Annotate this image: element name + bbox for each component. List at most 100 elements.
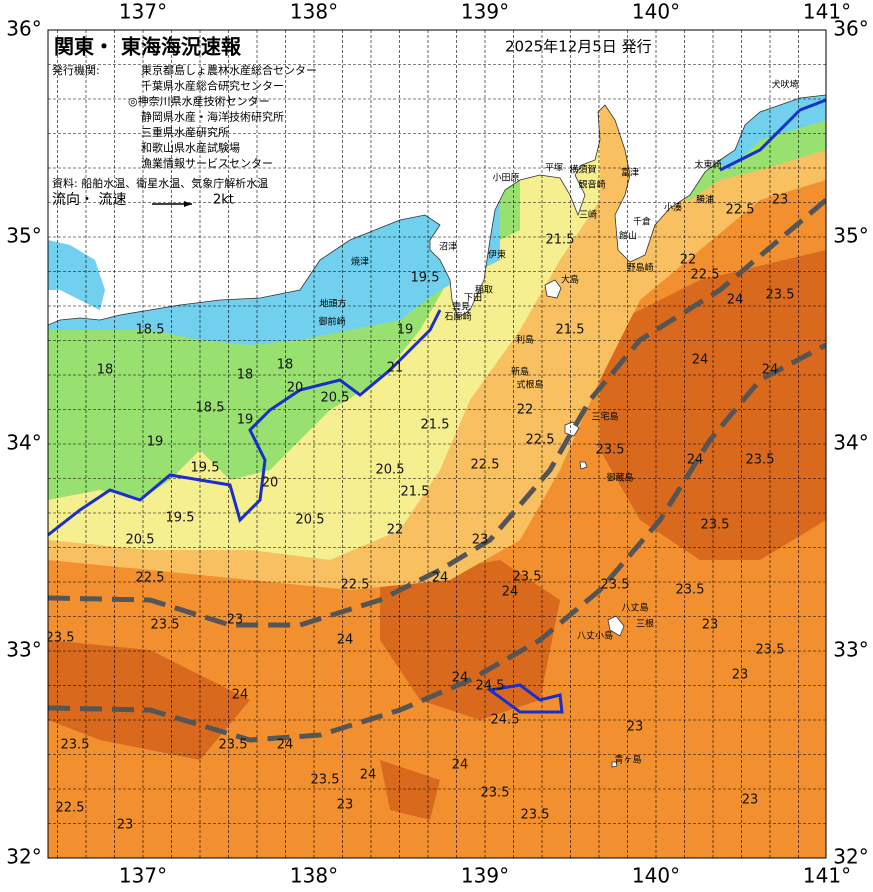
source: 資料: 船舶水温、衛星水温、気象庁解析水温 <box>52 176 268 190</box>
place-name: 伊東 <box>488 249 506 261</box>
contour-label: 22 <box>517 403 534 418</box>
contour-label: 21.5 <box>556 323 585 338</box>
contour-label: 22 <box>387 523 404 538</box>
place-name: 新島 <box>511 366 529 378</box>
contour-label: 18 <box>97 363 114 378</box>
contour-label: 24.5 <box>476 679 505 694</box>
contour-label: 24 <box>687 453 704 468</box>
agency: 東京都島しょ農林水産総合センター <box>141 63 317 77</box>
contour-label: 24 <box>762 363 779 378</box>
legend-header: 関東・ 東海海況速報 2025年12月5日 発行 発行機関: 資料: 船舶水温、… <box>52 35 652 209</box>
place-name: 八丈島 <box>621 602 648 614</box>
place-name: 焼津 <box>351 257 369 268</box>
contour-label: 23 <box>702 618 719 633</box>
contour-label: 24 <box>232 688 249 703</box>
place-name: 青ヶ島 <box>614 754 641 766</box>
contour-label: 23 <box>227 613 244 628</box>
contour-label: 23.5 <box>766 288 795 303</box>
contour-label: 23.5 <box>151 618 180 633</box>
contour-label: 20 <box>262 476 279 491</box>
lon-label: 139° <box>461 864 509 888</box>
lat-label: 33° <box>833 638 868 662</box>
place-name: 御前崎 <box>318 316 345 328</box>
contour-label: 23 <box>772 193 789 208</box>
contour-label: 21.5 <box>546 233 575 248</box>
lat-label: 36° <box>833 17 868 41</box>
lon-label: 140° <box>632 864 680 888</box>
place-name: 三崎 <box>579 209 597 221</box>
contour-label: 24 <box>277 738 294 753</box>
place-name: 富津 <box>621 167 639 179</box>
contour-label: 22.5 <box>471 458 500 473</box>
contour-label: 24 <box>337 633 354 648</box>
place-name: 式根島 <box>516 379 543 391</box>
lon-label: 137° <box>119 0 167 24</box>
place-name: 犬吠埼 <box>771 79 798 91</box>
contour-label: 23.5 <box>46 631 75 646</box>
flow-unit: 2kt <box>213 193 234 208</box>
contour-label: 18.5 <box>136 323 165 338</box>
place-name: 館山 <box>619 230 637 242</box>
contour-label: 24.5 <box>491 713 520 728</box>
contour-label: 22.5 <box>726 203 755 218</box>
place-name: 太東崎 <box>694 159 721 171</box>
place-name: 御蔵島 <box>606 472 633 484</box>
place-name: 八丈小島 <box>577 630 613 642</box>
agency: 漁業情報サービスセンター <box>141 156 273 170</box>
islands <box>544 279 625 768</box>
contour-label: 19 <box>237 413 254 428</box>
place-name: 三根 <box>636 618 654 630</box>
contour-label: 23 <box>117 818 134 833</box>
contour-label: 21.5 <box>401 485 430 500</box>
place-name: 地頭方 <box>319 298 346 310</box>
contour-label: 23 <box>732 668 749 683</box>
contour-label: 21 <box>387 361 404 376</box>
contour-label: 23.5 <box>676 583 705 598</box>
lon-label: 138° <box>290 864 338 888</box>
contour-label: 23.5 <box>513 570 542 585</box>
place-name: 小湊 <box>664 202 682 214</box>
contour-label: 24 <box>502 585 519 600</box>
lon-label: 137° <box>119 864 167 888</box>
place-name: 千倉 <box>633 216 651 228</box>
place-name: 石廊崎 <box>444 311 471 323</box>
lon-label: 141° <box>803 864 851 888</box>
agencies-label: 発行機関: <box>52 63 100 77</box>
title: 関東・ 東海海況速報 <box>54 35 242 59</box>
land <box>48 30 826 326</box>
contour-label: 19 <box>147 435 164 450</box>
flow-label: 流向・ 流速 <box>52 192 126 208</box>
contour-label: 22 <box>680 253 697 268</box>
lat-label: 35° <box>6 224 41 248</box>
contour-label: 24 <box>432 571 449 586</box>
contour-label: 23.5 <box>61 738 90 753</box>
graticule <box>48 30 826 858</box>
place-name: 雲見 <box>452 302 470 313</box>
sea-hot <box>48 250 826 820</box>
place-name: 沼津 <box>439 242 457 253</box>
lat-label: 34° <box>833 431 868 455</box>
place-name: 利島 <box>516 334 534 346</box>
kuroshio-axis <box>48 198 826 743</box>
contour-label: 22.5 <box>56 801 85 816</box>
contour-label: 23.5 <box>596 443 625 458</box>
contour-label: 23.5 <box>311 773 340 788</box>
contour-label: 18 <box>277 358 294 373</box>
contour-label: 22.5 <box>341 578 370 593</box>
contour-label: 20.5 <box>321 391 350 406</box>
contour-label: 24 <box>452 758 469 773</box>
contour-label: 23.5 <box>756 643 785 658</box>
front-line <box>48 98 826 714</box>
lon-label: 139° <box>461 0 509 24</box>
agency: 静岡県水産・海洋技術研究所 <box>141 110 284 124</box>
lat-label: 34° <box>6 431 41 455</box>
flow-arrowhead <box>184 201 192 207</box>
agency: 千葉県水産総合研究センター <box>141 79 284 93</box>
lat-label: 32° <box>6 845 41 869</box>
contour-label: 20.5 <box>126 533 155 548</box>
lat-label: 33° <box>6 638 41 662</box>
place-name: 観音崎 <box>578 179 605 191</box>
